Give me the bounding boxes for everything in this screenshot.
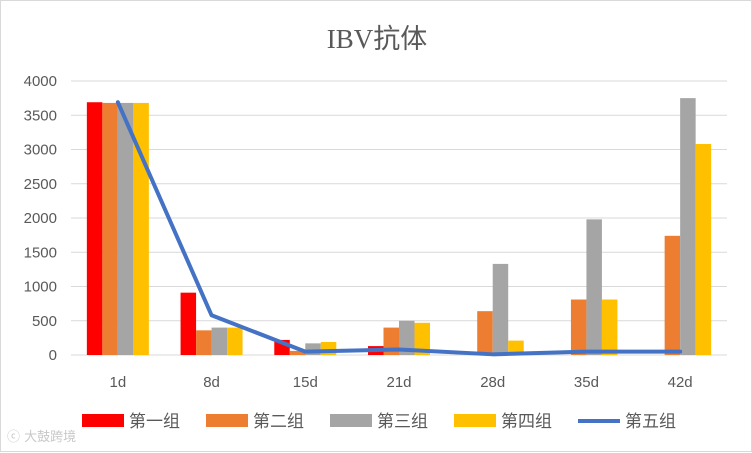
bar-第四组-35d (601, 299, 618, 355)
bar-第三组-42d (680, 98, 696, 355)
legend-label-第四组: 第四组 (501, 412, 552, 431)
legend-swatch-第二组 (206, 414, 248, 427)
chart-title: IBV抗体 (326, 24, 428, 54)
legend-swatch-第三组 (330, 414, 372, 427)
y-tick-label: 2500 (24, 176, 57, 193)
bar-第二组-42d (664, 235, 681, 355)
bar-第二组-8d (196, 330, 212, 355)
legend-label-第一组: 第一组 (129, 412, 180, 431)
bar-第四组-8d (227, 327, 243, 355)
bar-第二组-28d (477, 311, 493, 355)
legend-label-第二组: 第二组 (253, 412, 304, 431)
line-series-第五组 (115, 100, 683, 357)
x-tick-label: 8d (203, 374, 220, 391)
bar-第三组-1d (117, 102, 134, 355)
bar-第三组-8d (211, 327, 228, 355)
y-tick-label: 1000 (24, 279, 57, 296)
y-tick-label: 0 (49, 347, 57, 364)
bar-第三组-35d (586, 219, 602, 355)
x-tick-label: 35d (574, 374, 599, 391)
x-tick-label: 42d (668, 374, 693, 391)
bar-第一组-1d (86, 102, 103, 355)
bar-第二组-15d (289, 350, 306, 355)
y-tick-label: 3000 (24, 142, 57, 159)
bar-第四组-42d (695, 144, 712, 355)
y-tick-label: 3500 (24, 107, 57, 124)
bar-第四组-28d (508, 340, 524, 355)
bar-第二组-35d (570, 299, 587, 355)
bar-第三组-21d (399, 320, 415, 355)
bar-第三组-28d (492, 263, 509, 355)
x-tick-label: 1d (110, 374, 127, 391)
y-tick-label: 2000 (24, 210, 57, 227)
x-tick-label: 15d (293, 374, 318, 391)
legend-label-第五组: 第五组 (625, 412, 676, 431)
bar-第一组-8d (180, 292, 197, 355)
bar-第三组-15d (305, 343, 321, 355)
y-tick-label: 1500 (24, 244, 57, 261)
x-tick-label: 21d (386, 374, 411, 391)
y-tick-label: 4000 (24, 73, 57, 90)
y-tick-label: 500 (32, 313, 57, 330)
x-tick-label: 28d (480, 374, 505, 391)
watermark: ⓒ 大鼓跨境 (7, 430, 77, 445)
legend-swatch-第一组 (82, 414, 124, 427)
bar-第四组-21d (414, 322, 430, 355)
legend-swatch-第四组 (454, 414, 496, 427)
bar-第二组-1d (102, 102, 118, 355)
legend-label-第三组: 第三组 (377, 412, 428, 431)
